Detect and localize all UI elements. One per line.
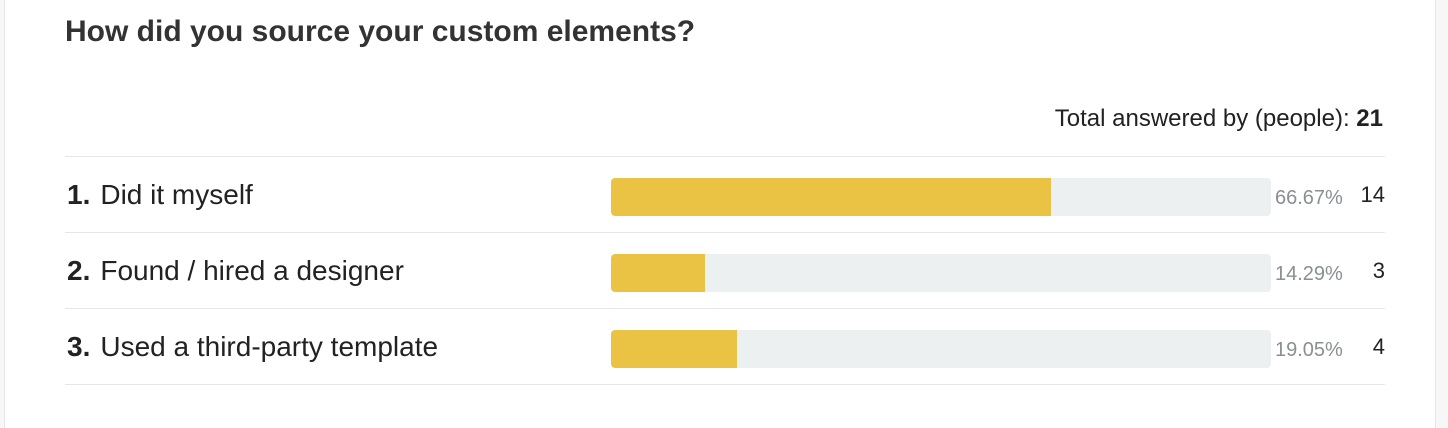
answer-count: 4 xyxy=(1372,334,1385,359)
answer-bar xyxy=(611,178,1052,216)
answer-label: 1. Did it myself xyxy=(67,157,253,233)
answer-text: Did it myself xyxy=(100,179,253,210)
answer-percent: 66.67% xyxy=(1275,187,1343,209)
answer-bar xyxy=(611,254,706,292)
answer-count: 3 xyxy=(1372,258,1385,283)
answer-bar-track xyxy=(611,330,1271,368)
answer-label: 3. Used a third-party template xyxy=(67,309,438,385)
answer-label: 2. Found / hired a designer xyxy=(67,233,404,309)
answer-number: 2. xyxy=(67,255,91,286)
answer-row: 2. Found / hired a designer 14.29% 3 xyxy=(65,233,1385,309)
answer-percent: 19.05% xyxy=(1275,339,1343,361)
answer-list: 1. Did it myself 66.67% 14 2. Found / hire… xyxy=(65,156,1385,385)
answer-row: 3. Used a third-party template 19.05% 4 xyxy=(65,309,1385,385)
answer-percent: 14.29% xyxy=(1275,263,1343,285)
answer-bar xyxy=(611,330,737,368)
answer-bar-track xyxy=(611,178,1271,216)
survey-result-card: How did you source your custom elements?… xyxy=(4,0,1436,428)
answer-bar-track xyxy=(611,254,1271,292)
question-title: How did you source your custom elements? xyxy=(65,15,696,48)
answer-text: Used a third-party template xyxy=(100,331,439,362)
total-answered: Total answered by (people): 21 xyxy=(1055,102,1383,136)
total-answered-count: 21 xyxy=(1356,105,1383,132)
answer-count: 14 xyxy=(1360,182,1385,207)
answer-text: Found / hired a designer xyxy=(100,255,404,286)
answer-number: 1. xyxy=(67,179,91,210)
total-answered-label: Total answered by (people): xyxy=(1054,105,1350,132)
answer-row: 1. Did it myself 66.67% 14 xyxy=(65,157,1385,233)
answer-number: 3. xyxy=(67,331,91,362)
